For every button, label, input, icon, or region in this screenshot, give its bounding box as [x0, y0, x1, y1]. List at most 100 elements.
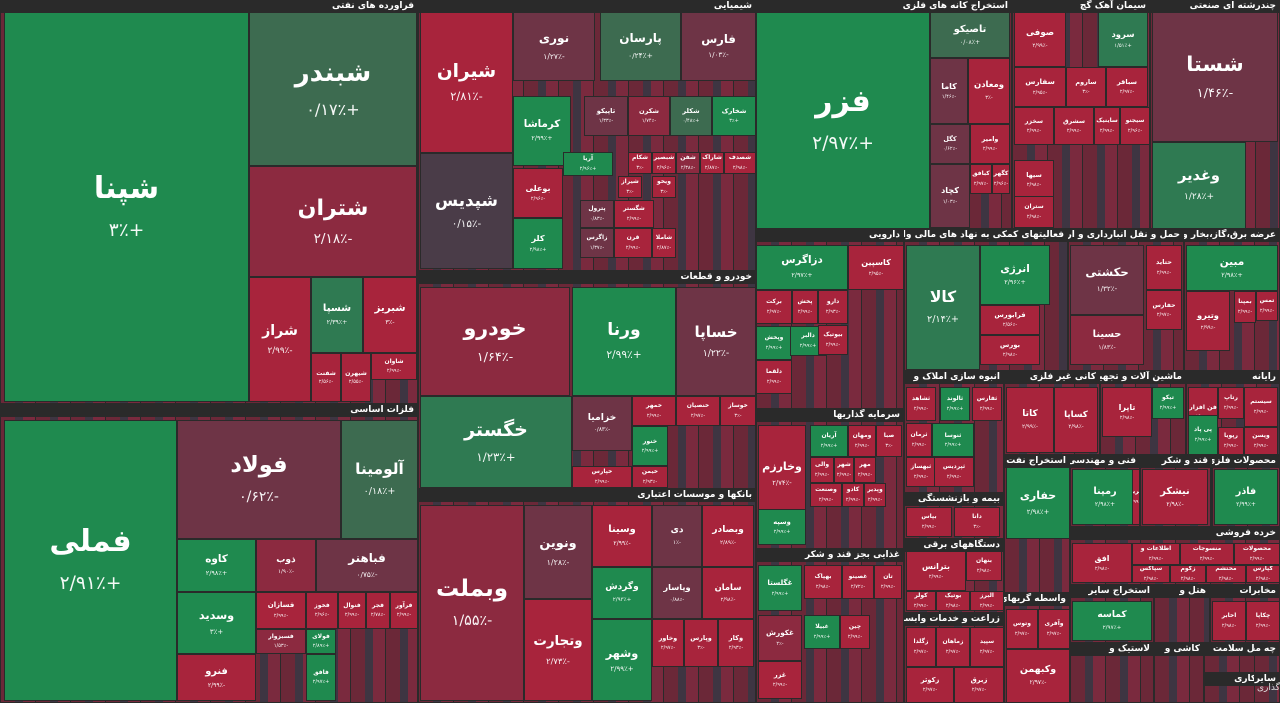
stock-symbol: پارسان — [619, 31, 662, 46]
stock-tile: چکاپا -۲/۹۹٪ — [1246, 601, 1280, 641]
stock-change: +۲/۹۹٪ — [813, 633, 831, 640]
stock-change: -۲/۹۷٪ — [979, 648, 995, 655]
stock-tile: وبملت -۱/۵۵٪ — [420, 505, 524, 701]
stock-symbol: زبرق — [970, 675, 988, 684]
sector-title: هتل و — [1179, 586, 1206, 596]
stock-change: +۲/۹۸٪ — [1221, 271, 1243, 280]
stock-change: -۲/۹۹٪ — [825, 341, 841, 348]
stock-symbol: البرز — [980, 592, 994, 600]
sector: سیمان آهک گچ صوفی -۲/۹۹٪ سرود +۱/۵۱٪ سفارس -۲/… — [1012, 0, 1150, 229]
stock-tile: شبصیر -۲/۹۶٪ — [652, 152, 676, 174]
stock-change: +۲/۹۸٪ — [529, 246, 547, 253]
stock-change: -۲/۹۵٪ — [868, 270, 884, 277]
stock-change: -۲/۹۹٪ — [845, 496, 861, 503]
stock-change: -۲/۹۷٪ — [1119, 89, 1135, 96]
stock-tile: سخزر -۲/۹۹٪ — [1014, 107, 1054, 145]
stock-change: -۰/۸۳٪ — [593, 427, 611, 434]
stock-change: -۲/۹۷٪ — [973, 180, 989, 187]
stock-symbol: کپارس — [1253, 565, 1273, 573]
stock-tile: سرود +۱/۵۱٪ — [1098, 12, 1148, 67]
sector-title: استخراج کانه های فلزی — [902, 1, 1008, 11]
stock-tile: تان -۲/۹۹٪ — [874, 565, 902, 599]
stock-change: +۲/۹۹٪ — [610, 663, 634, 673]
stock-change: -۱/۴۶٪ — [1196, 85, 1234, 101]
stock-tile: کالا +۲/۱۴٪ — [906, 245, 980, 370]
sector-title: عرضه برق،گاز،بخار و — [1184, 230, 1276, 240]
stock-tile: زکوم -۲/۹۸٪ — [1170, 565, 1206, 583]
stock-change: -۲/۹۹٪ — [1026, 128, 1042, 135]
stock-symbol: حفاری — [1019, 489, 1057, 503]
sector-title: سیمان آهک گچ — [1079, 1, 1146, 11]
stock-symbol: خیمن — [641, 468, 659, 476]
stock-tile: شفنت -۲/۵۶٪ — [311, 353, 341, 402]
stock-change: +۲/۹۷٪ — [791, 270, 813, 279]
stock-tile: خوساز -۳٪ — [720, 396, 756, 426]
stock-change: -۲/۹۹٪ — [911, 441, 927, 448]
stock-tile: شپدیس -۰/۱۵٪ — [420, 153, 513, 269]
stock-symbol: وتیرو — [1197, 310, 1219, 321]
sector: خرده فروشی افق -۲/۹۸٪ اطلاعات و -۲/۹۹٪ منسوجا… — [1070, 527, 1280, 585]
stock-change: +۲/۹۹٪ — [1194, 436, 1212, 443]
stock-change: -۲/۹۹٪ — [1156, 269, 1172, 276]
stock-change: -۱/۳۳٪ — [598, 118, 614, 125]
stock-tile: ثپردیس -۲/۹۹٪ — [934, 457, 974, 487]
stock-tile: وتجارت -۲/۷۳٪ — [524, 599, 592, 701]
stock-symbol: تیکو — [1162, 394, 1174, 402]
stock-symbol: سفارس — [1025, 77, 1055, 87]
stock-change: -۲/۹۹٪ — [1249, 555, 1265, 562]
stock-symbol: تان — [883, 573, 893, 581]
stock-tile: خیمن -۲/۹۳٪ — [632, 466, 668, 488]
stock-change: +۲/۹۹٪ — [641, 447, 659, 454]
stock-tile: خزامیا -۰/۸۳٪ — [572, 396, 632, 451]
sector: فنی و مهندسی رمپنا +۲/۹۸٪ خریخ -۲/۹۹٪ — [1070, 455, 1140, 527]
stock-tile: ورنا +۲/۹۹٪ — [572, 287, 676, 396]
stock-tile: وشهر +۲/۹۹٪ — [592, 619, 652, 701]
stock-change: -۲/۹۹٪ — [1148, 555, 1164, 562]
stock-change: -۲/۹۷٪ — [945, 648, 961, 655]
sector: چه محصول — [1254, 643, 1280, 673]
stock-tile: دارو -۲/۹۳٪ — [818, 290, 848, 324]
stock-tile: نوری -۱/۲۷٪ — [513, 12, 595, 81]
stock-change: -۲/۹۹٪ — [857, 471, 873, 478]
sector: بانکها و موسسات اعتباری وبملت -۱/۵۵٪ ونوین -… — [418, 489, 756, 703]
stock-symbol: صوفی — [1025, 28, 1055, 39]
stock-symbol: مبین — [1219, 255, 1245, 268]
stock-symbol: خساپا — [694, 322, 738, 341]
stock-symbol: شهر — [837, 461, 851, 469]
stock-symbol: غبیلا — [815, 623, 829, 631]
sector-title: دستگاههای برقی — [923, 540, 1000, 550]
stock-tile: تاپرا -۲/۹۸٪ — [1102, 387, 1152, 437]
stock-symbol: بیوتیک — [823, 331, 843, 339]
stock-change: +۲/۹۶٪ — [579, 165, 597, 172]
stock-tile: مبین +۲/۹۸٪ — [1186, 245, 1278, 291]
stock-symbol: دارو — [826, 298, 840, 306]
stock-change: -۲/۹۷٪ — [971, 687, 987, 694]
stock-tile: وامیر -۲/۹۹٪ — [970, 124, 1010, 164]
sector: خودرو و قطعات خودرو -۱/۶۴٪ ورنا +۲/۹۹٪ خساپا -… — [418, 271, 756, 489]
stock-change: -۲/۹۹٪ — [1253, 442, 1269, 449]
stock-change: +۳٪ — [729, 118, 739, 125]
sector: ماشین آلات و تجهیزات تیکو +۲/۹۹٪ تاپرا -۲/۹۸… — [1100, 371, 1186, 455]
stock-tile: سیها -۲/۹۸٪ — [1014, 160, 1054, 200]
stock-tile: فسازان -۲/۹۹٪ — [256, 592, 306, 629]
stock-change: -۲/۹۹٪ — [1133, 498, 1139, 505]
stock-symbol: شیهرن — [345, 369, 367, 377]
stock-change: -۱/۷۴٪ — [641, 118, 657, 125]
stock-symbol: شکرن — [638, 106, 660, 115]
stock-change: -۲/۹۹٪ — [913, 473, 929, 480]
stock-tile: وسینا -۲/۹۹٪ — [592, 505, 652, 567]
stock-symbol: ثرمان — [910, 431, 928, 439]
stock-change: -۲/۸۹٪ — [719, 539, 737, 546]
stock-change: -۲/۱۸٪ — [313, 230, 353, 247]
stock-symbol: وسینا — [608, 524, 636, 536]
stock-symbol: ستران — [1024, 203, 1044, 211]
stock-tile: دانا -۳٪ — [954, 507, 1000, 537]
stock-change: -۲/۸۷٪ — [704, 164, 720, 171]
stock-change: -۲/۹۸٪ — [945, 602, 961, 609]
stock-tile: ساینیک -۲/۹۹٪ — [1094, 107, 1120, 145]
stock-tile: صبا -۳٪ — [876, 425, 902, 457]
stock-tile: شاراک -۲/۸۷٪ — [700, 152, 724, 174]
stock-tile: شیران -۲/۸۱٪ — [420, 12, 513, 153]
stock-change: -۲/۹۹٪ — [854, 442, 870, 449]
sector-title: مخابرات — [1239, 586, 1276, 596]
